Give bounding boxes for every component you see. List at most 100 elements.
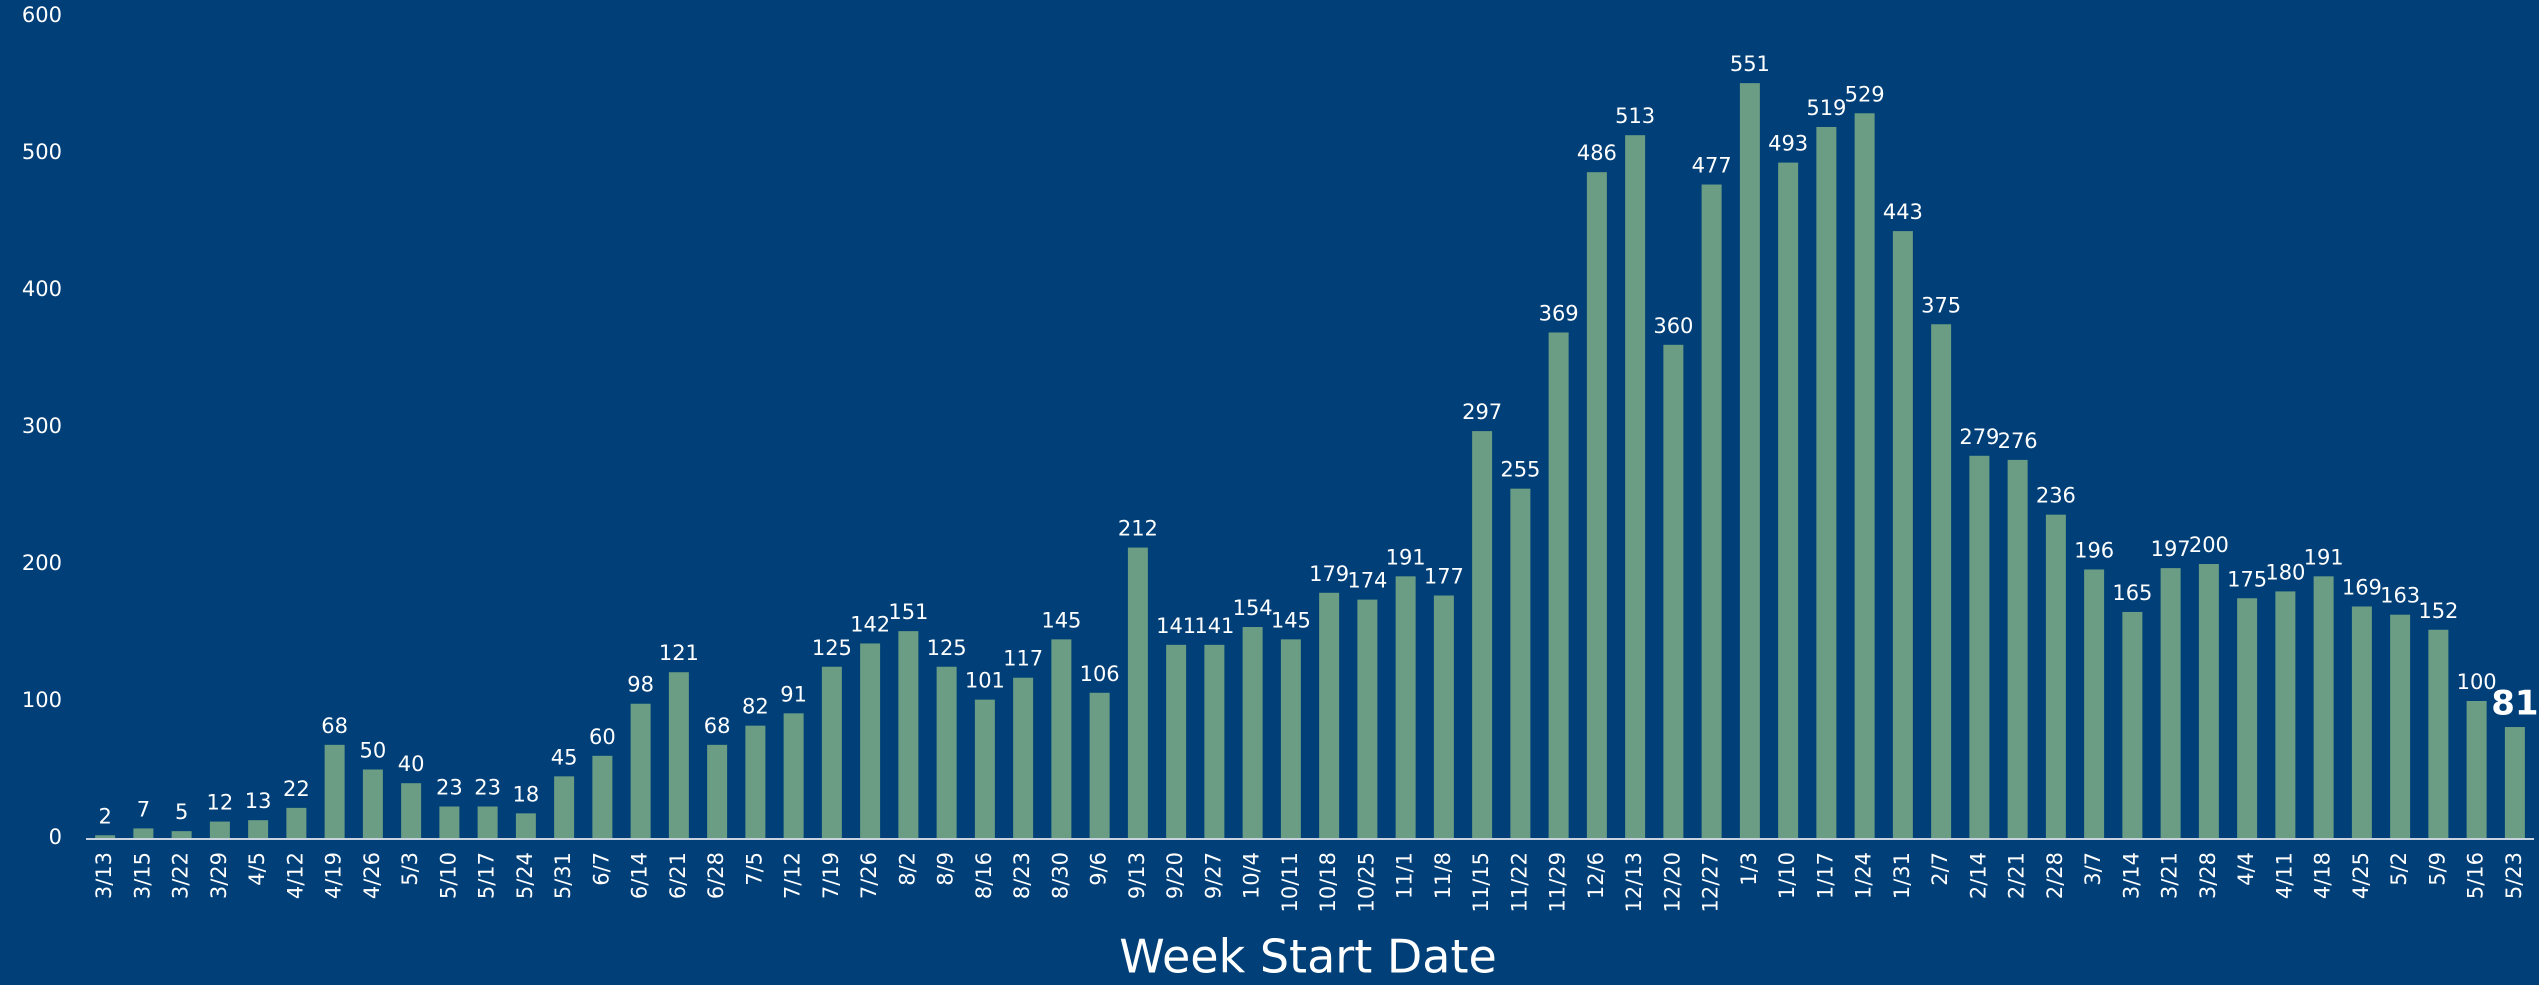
bar	[171, 831, 192, 838]
value-label: 154	[1233, 596, 1273, 620]
y-tick-label: 500	[22, 140, 62, 164]
x-tick-label: 3/21	[2158, 852, 2182, 899]
bar	[2198, 564, 2219, 838]
value-label: 141	[1156, 614, 1196, 638]
x-tick-label: 9/20	[1163, 852, 1187, 899]
y-tick-label: 600	[22, 3, 62, 27]
bar	[1548, 332, 1569, 838]
x-tick-label: 1/31	[1890, 852, 1914, 899]
x-tick-label: 10/11	[1278, 852, 1302, 913]
bar	[2351, 606, 2372, 838]
x-tick-label: 6/7	[589, 852, 613, 886]
bar	[1854, 113, 1875, 838]
value-label: 255	[1500, 458, 1540, 482]
value-label: 197	[2151, 537, 2191, 561]
x-tick-label: 12/6	[1584, 852, 1608, 899]
value-label: 196	[2074, 538, 2114, 562]
x-tick-label: 3/14	[2119, 852, 2143, 899]
value-label: 180	[2265, 560, 2305, 584]
bar	[630, 703, 651, 838]
x-tick-label: 2/7	[1928, 852, 1952, 886]
bar	[707, 744, 728, 838]
value-label: 60	[589, 725, 616, 749]
x-tick-label: 4/5	[245, 852, 269, 886]
x-tick-label: 8/9	[934, 852, 958, 886]
x-tick-label: 6/14	[628, 852, 652, 899]
x-tick-label: 4/12	[283, 852, 307, 899]
bar	[2466, 701, 2487, 838]
value-label: 513	[1615, 104, 1655, 128]
x-tick-label: 6/28	[704, 852, 728, 899]
value-label: 125	[927, 636, 967, 660]
x-tick-label: 10/4	[1240, 852, 1264, 899]
value-label: 236	[2036, 484, 2076, 508]
bar	[898, 631, 919, 838]
value-label: 279	[1959, 425, 1999, 449]
value-label: 493	[1768, 132, 1808, 156]
x-tick-label: 11/8	[1431, 852, 1455, 899]
x-tick-label: 9/27	[1201, 852, 1225, 899]
bar	[95, 835, 116, 838]
x-tick-label: 4/19	[322, 852, 346, 899]
value-label: 169	[2342, 575, 2382, 599]
value-label: 100	[2457, 670, 2497, 694]
value-label: 98	[627, 673, 654, 697]
x-tick-label: 5/10	[436, 852, 460, 899]
x-tick-label: 8/23	[1010, 852, 1034, 899]
value-label: 125	[812, 636, 852, 660]
x-tick-label: 3/13	[92, 852, 116, 899]
x-tick-label: 11/1	[1393, 852, 1417, 899]
x-tick-label: 9/6	[1087, 852, 1111, 886]
bar	[1586, 172, 1607, 838]
bar	[248, 820, 269, 838]
value-label: 200	[2189, 533, 2229, 557]
x-tick-label: 6/21	[666, 852, 690, 899]
bar	[1089, 692, 1110, 838]
x-tick-label: 4/18	[2311, 852, 2335, 899]
x-axis-title: Week Start Date	[1119, 930, 1497, 984]
y-tick-label: 200	[22, 551, 62, 575]
x-tick-label: 7/26	[857, 852, 881, 899]
x-tick-label: 5/16	[2464, 852, 2488, 899]
x-tick-label: 5/23	[2502, 852, 2526, 899]
bar	[592, 755, 613, 838]
value-label: 121	[659, 641, 699, 665]
value-label: 101	[965, 669, 1005, 693]
value-label: 375	[1921, 293, 1961, 317]
bar	[1013, 677, 1034, 838]
bar	[1778, 162, 1799, 839]
bar	[1204, 644, 1225, 838]
x-tick-label: 11/29	[1546, 852, 1570, 913]
x-tick-label: 2/21	[2005, 852, 2029, 899]
x-tick-label: 4/25	[2349, 852, 2373, 899]
value-label: 18	[513, 782, 540, 806]
x-tick-label: 7/19	[819, 852, 843, 899]
x-tick-label: 5/2	[2387, 852, 2411, 886]
bar	[1395, 576, 1416, 838]
value-label: 141	[1194, 614, 1234, 638]
x-tick-label: 1/17	[1813, 852, 1837, 899]
x-tick-label: 7/12	[781, 852, 805, 899]
x-tick-label: 11/22	[1507, 852, 1531, 913]
y-tick-label: 300	[22, 414, 62, 438]
y-tick-label: 100	[22, 688, 62, 712]
x-tick-label: 12/13	[1622, 852, 1646, 913]
bar	[477, 806, 498, 838]
bar	[1701, 184, 1722, 838]
x-tick-label: 3/22	[169, 852, 193, 899]
value-label: 7	[137, 797, 150, 821]
bar	[362, 769, 383, 838]
x-tick-label: 5/17	[475, 852, 499, 899]
x-tick-label: 3/15	[130, 852, 154, 899]
value-label: 151	[888, 600, 928, 624]
bar	[1357, 599, 1378, 838]
bar	[554, 776, 575, 838]
x-tick-label: 1/24	[1852, 852, 1876, 899]
bar	[1051, 639, 1072, 838]
x-tick-label: 2/28	[2043, 852, 2067, 899]
bar	[1969, 455, 1990, 838]
x-tick-label: 2/14	[1966, 852, 1990, 899]
x-tick-label: 10/18	[1316, 852, 1340, 913]
